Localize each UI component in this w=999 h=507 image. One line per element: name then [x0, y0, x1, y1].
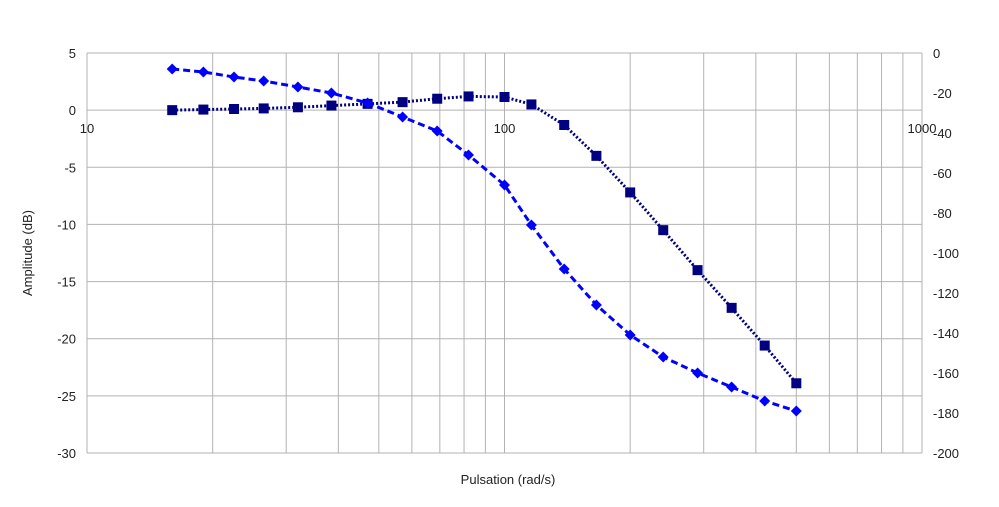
data-point-marker: [791, 378, 802, 389]
y-tick-label: -5: [64, 160, 76, 175]
data-point-marker: [526, 99, 537, 110]
data-point-marker: [525, 219, 537, 231]
data-point-marker: [258, 75, 270, 87]
data-point-marker: [432, 93, 443, 104]
data-point-marker: [726, 302, 737, 313]
y2-tick-labels: 0 -20 -40 -60 -80 -100 -120 -140 -160 -180 -200: [933, 46, 959, 461]
data-point-marker: [197, 66, 209, 78]
x-tick-label: 10: [80, 121, 94, 136]
data-point-marker: [499, 179, 510, 191]
data-point-marker: [431, 125, 443, 137]
y2-tick-label: -160: [933, 366, 959, 381]
data-point-marker: [591, 150, 602, 161]
x-tick-labels: 10 100 1000: [80, 121, 937, 136]
y-axis-label: Amplitude (dB): [20, 210, 35, 296]
data-point-marker: [759, 340, 770, 351]
series-layer: [166, 63, 802, 417]
data-point-marker: [692, 265, 703, 276]
data-point-marker: [362, 97, 374, 109]
data-point-marker: [657, 351, 669, 363]
x-tick-label: 100: [494, 121, 516, 136]
y2-tick-label: -100: [933, 246, 959, 261]
data-point-marker: [624, 329, 636, 341]
data-point-marker: [397, 97, 408, 108]
data-point-marker: [258, 103, 269, 114]
y-tick-label: -15: [57, 275, 76, 290]
series-line: [172, 94, 798, 385]
y2-tick-label: -120: [933, 286, 959, 301]
data-point-marker: [292, 102, 303, 113]
data-point-marker: [229, 104, 240, 114]
x-tick-label: 1000: [908, 121, 937, 136]
y-tick-label: 5: [69, 46, 76, 61]
data-point-marker: [625, 187, 636, 198]
data-point-marker: [499, 92, 510, 102]
y-tick-label: -10: [57, 217, 76, 232]
data-point-marker: [463, 91, 474, 102]
data-point-marker: [658, 225, 669, 236]
series-line: [172, 67, 797, 413]
data-point-marker: [463, 149, 474, 161]
data-point-marker: [228, 71, 240, 83]
data-point-marker: [167, 105, 178, 116]
y2-tick-label: -80: [933, 206, 952, 221]
y-tick-label: -30: [57, 446, 76, 461]
y-tick-label: -20: [57, 332, 76, 347]
data-point-marker: [166, 63, 178, 75]
y2-tick-label: -140: [933, 326, 959, 341]
y2-tick-label: -180: [933, 406, 959, 421]
y2-tick-label: -40: [933, 126, 952, 141]
grid: [86, 52, 923, 454]
data-point-marker: [759, 395, 771, 407]
x-axis-label: Pulsation (rad/s): [461, 472, 556, 487]
y-tick-label: -25: [57, 389, 76, 404]
data-point-marker: [559, 120, 570, 130]
data-point-marker: [397, 111, 409, 123]
data-point-marker: [558, 263, 570, 275]
y2-tick-label: -20: [933, 86, 952, 101]
y2-tick-label: -200: [933, 446, 959, 461]
data-point-marker: [692, 367, 704, 379]
y2-tick-label: 0: [933, 46, 940, 61]
data-point-marker: [198, 104, 209, 115]
data-point-marker: [790, 405, 802, 417]
data-point-marker: [292, 81, 304, 93]
data-point-marker: [326, 100, 337, 111]
data-point-marker: [590, 299, 602, 311]
y-tick-labels: 5 0 -5 -10 -15 -20 -25 -30: [57, 46, 76, 461]
data-point-marker: [726, 381, 738, 393]
data-point-marker: [325, 87, 337, 99]
y2-tick-label: -60: [933, 166, 952, 181]
y-tick-label: 0: [69, 103, 76, 118]
